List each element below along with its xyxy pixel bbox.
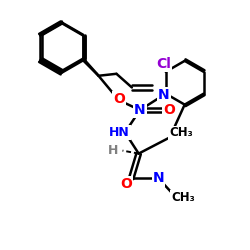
Text: Cl: Cl: [156, 57, 171, 71]
Text: H: H: [108, 144, 118, 157]
Text: O: O: [163, 103, 175, 117]
Text: N: N: [134, 103, 146, 117]
Text: O: O: [120, 177, 132, 191]
Text: HN: HN: [109, 126, 130, 139]
Text: O: O: [113, 92, 125, 106]
Text: CH₃: CH₃: [171, 190, 195, 203]
Text: N: N: [153, 172, 164, 185]
Text: N: N: [158, 88, 170, 102]
Text: CH₃: CH₃: [169, 126, 193, 140]
